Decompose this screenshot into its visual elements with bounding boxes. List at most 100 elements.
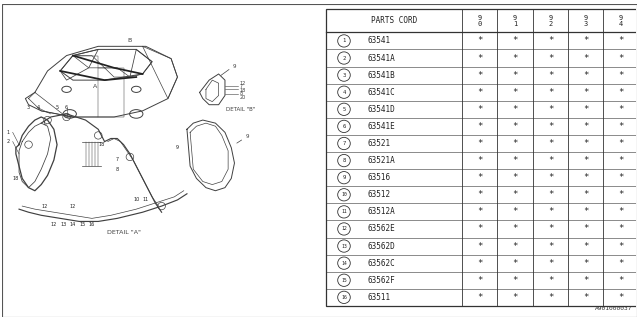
Text: *: *: [477, 224, 483, 234]
Text: 18: 18: [13, 176, 19, 181]
Text: 4: 4: [36, 105, 40, 110]
Text: *: *: [548, 207, 553, 216]
Text: 14: 14: [70, 222, 76, 227]
Text: *: *: [513, 156, 518, 165]
Text: *: *: [513, 224, 518, 234]
Text: 63512: 63512: [367, 190, 390, 199]
Text: 9: 9: [233, 64, 236, 69]
Text: 7: 7: [116, 157, 119, 163]
Text: *: *: [548, 173, 553, 182]
Text: *: *: [477, 276, 483, 285]
Text: *: *: [477, 139, 483, 148]
Text: *: *: [513, 122, 518, 131]
Text: 63516: 63516: [367, 173, 390, 182]
Text: *: *: [513, 259, 518, 268]
Text: 18: 18: [239, 88, 246, 93]
Text: 9: 9: [342, 175, 346, 180]
Text: *: *: [548, 259, 553, 268]
Text: 12: 12: [70, 204, 76, 209]
Text: *: *: [548, 224, 553, 234]
Text: 18: 18: [99, 142, 104, 147]
Text: *: *: [477, 156, 483, 165]
Text: *: *: [618, 36, 624, 45]
Text: *: *: [583, 139, 588, 148]
Text: L: L: [43, 121, 45, 126]
Text: *: *: [477, 53, 483, 62]
Text: *: *: [477, 173, 483, 182]
Text: *: *: [618, 71, 624, 80]
Text: *: *: [477, 122, 483, 131]
Text: *: *: [583, 53, 588, 62]
Text: *: *: [548, 88, 553, 97]
Text: 12: 12: [41, 204, 47, 209]
Text: *: *: [513, 276, 518, 285]
Text: *: *: [548, 293, 553, 302]
Text: 63521A: 63521A: [367, 156, 395, 165]
Text: PARTS CORD: PARTS CORD: [371, 16, 417, 25]
Text: 8: 8: [116, 167, 119, 172]
Text: *: *: [513, 173, 518, 182]
Text: 9
1: 9 1: [513, 15, 517, 27]
Text: 3: 3: [27, 105, 30, 110]
Text: *: *: [477, 71, 483, 80]
Text: 3: 3: [342, 73, 346, 78]
Text: *: *: [618, 156, 624, 165]
Text: *: *: [513, 190, 518, 199]
Text: 1: 1: [342, 38, 346, 44]
Text: *: *: [548, 156, 553, 165]
Text: *: *: [513, 36, 518, 45]
Text: 16: 16: [341, 295, 347, 300]
Text: *: *: [513, 105, 518, 114]
Text: *: *: [477, 207, 483, 216]
Text: *: *: [618, 224, 624, 234]
Text: 63541C: 63541C: [367, 88, 395, 97]
Text: *: *: [618, 105, 624, 114]
Text: 63541D: 63541D: [367, 105, 395, 114]
Text: *: *: [618, 207, 624, 216]
Text: 9
0: 9 0: [477, 15, 482, 27]
Text: 12: 12: [51, 222, 57, 227]
Text: 12: 12: [239, 81, 246, 86]
Text: *: *: [618, 88, 624, 97]
Text: *: *: [583, 224, 588, 234]
Text: 5: 5: [342, 107, 346, 112]
Text: *: *: [513, 71, 518, 80]
Text: *: *: [583, 276, 588, 285]
Text: *: *: [618, 53, 624, 62]
Text: 63541: 63541: [367, 36, 390, 45]
Text: *: *: [513, 242, 518, 251]
Text: *: *: [618, 276, 624, 285]
Text: *: *: [583, 242, 588, 251]
Text: 1: 1: [6, 130, 10, 135]
Text: *: *: [513, 207, 518, 216]
Text: 7: 7: [239, 84, 243, 89]
Text: *: *: [583, 207, 588, 216]
Text: *: *: [548, 53, 553, 62]
Text: *: *: [618, 293, 624, 302]
Text: 14: 14: [341, 261, 347, 266]
Text: 20: 20: [239, 95, 246, 100]
Text: *: *: [583, 88, 588, 97]
Text: 8: 8: [239, 92, 243, 97]
Text: 15: 15: [79, 222, 86, 227]
Text: 9
2: 9 2: [548, 15, 552, 27]
Text: *: *: [548, 71, 553, 80]
Text: 11: 11: [143, 197, 149, 203]
Text: *: *: [548, 122, 553, 131]
Text: 2: 2: [342, 55, 346, 60]
Text: 10: 10: [133, 197, 140, 203]
Text: *: *: [583, 156, 588, 165]
Text: 7: 7: [342, 141, 346, 146]
Text: 63512A: 63512A: [367, 207, 395, 216]
Text: 13: 13: [341, 244, 347, 249]
Text: 12: 12: [341, 227, 347, 231]
Text: 13: 13: [60, 222, 67, 227]
Text: *: *: [477, 36, 483, 45]
Text: *: *: [477, 105, 483, 114]
Text: *: *: [583, 259, 588, 268]
Text: *: *: [618, 173, 624, 182]
Text: *: *: [583, 173, 588, 182]
Text: *: *: [618, 139, 624, 148]
Text: 9
3: 9 3: [584, 15, 588, 27]
Text: 6: 6: [65, 105, 68, 110]
